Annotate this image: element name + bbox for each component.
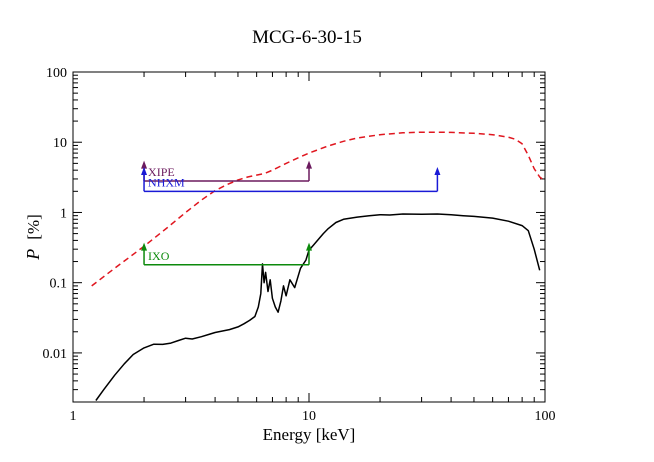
- band-label: NHXM: [148, 175, 185, 189]
- band-label: XIPE: [148, 165, 175, 179]
- y-axis-label: P [%]: [23, 214, 43, 260]
- y-tick-label: 0.1: [50, 277, 68, 292]
- band-arrow-head: [306, 160, 312, 169]
- band-ixo: IXO: [141, 242, 312, 266]
- y-axis-label-unit: [%]: [24, 214, 43, 239]
- series-solid-model: [95, 213, 541, 401]
- x-axis-label: Energy [keV]: [263, 425, 356, 444]
- series-dashed-model: [91, 131, 545, 287]
- y-axis-label-symbol: P: [23, 249, 43, 261]
- major-ticks: [72, 71, 546, 402]
- x-tick-label: 1: [70, 409, 77, 424]
- band-arrow-head: [306, 242, 312, 251]
- band-nhxm: NHXM: [141, 166, 441, 193]
- y-tick-label: 10: [53, 136, 67, 151]
- chart-title: MCG-6-30-15: [252, 27, 362, 48]
- y-tick-label: 1: [60, 206, 67, 221]
- y-tick-label: 0.01: [43, 347, 68, 362]
- band-label: IXO: [148, 249, 170, 263]
- y-tick-label: 100: [46, 66, 67, 81]
- band-arrow-head: [141, 242, 148, 251]
- band-arrow-head: [141, 160, 148, 169]
- band-arrow-head: [434, 166, 441, 175]
- x-tick-label: 10: [302, 409, 316, 424]
- tick-labels: 1 10 100 0.01 0.1 1 10 100: [43, 66, 556, 424]
- x-tick-label: 100: [535, 409, 556, 424]
- series-layer: [91, 131, 545, 401]
- plot-frame: [72, 71, 546, 403]
- band-arrow-head: [141, 166, 148, 175]
- minor-ticks: [73, 72, 545, 403]
